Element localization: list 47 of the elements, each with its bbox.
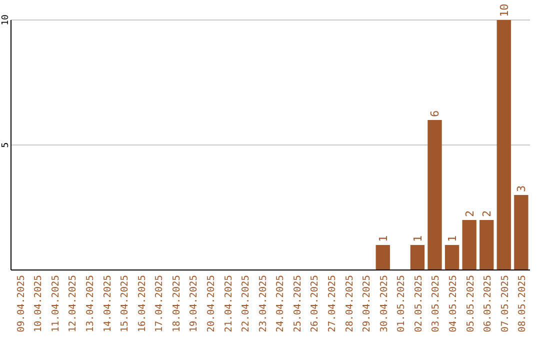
x-tick-label: 10.04.2025 [33,275,44,332]
x-tick-label: 20.04.2025 [206,275,217,332]
bar [428,120,442,270]
x-tick-label: 12.04.2025 [68,275,79,332]
data-label: 1 [411,235,424,242]
data-label: 2 [463,210,476,217]
x-tick-label: 13.04.2025 [84,275,96,332]
x-tick-label: 14.04.2025 [102,275,114,332]
x-tick-label: 04.05.2025 [448,275,460,332]
x-tick-label: 22.04.2025 [240,275,252,332]
x-tick-label: 21.04.2025 [223,275,234,332]
x-tick-label: 23.04.2025 [258,275,269,332]
x-tick-label: 25.04.2025 [292,275,304,332]
data-label: 1 [376,235,390,242]
x-tick-label: 30.04.2025 [378,275,390,332]
data-label: 10 [498,4,511,17]
bar [444,245,460,270]
data-label: 6 [428,110,442,117]
bar [376,245,390,270]
x-tick-label: 15.04.2025 [120,275,131,332]
x-tick-label: 01.05.2025 [396,275,408,332]
x-tick-label: 26.04.2025 [310,275,321,332]
bar [462,220,476,270]
data-label: 2 [480,210,494,217]
x-tick-label: 07.05.2025 [500,275,511,332]
x-tick-label: 24.04.2025 [275,275,286,332]
x-tick-label: 19.04.2025 [188,275,200,332]
x-tick-label: 06.05.2025 [482,275,494,332]
data-label: 1 [446,235,460,242]
x-tick-label: 11.04.2025 [50,275,62,332]
x-tick-label: 05.05.2025 [465,275,476,332]
x-tick-label: 03.05.2025 [430,275,442,332]
data-label: 3 [515,185,528,192]
x-tick-label: 27.04.2025 [327,275,338,332]
x-tick-label: 29.04.2025 [362,275,373,332]
bar [410,245,425,270]
bar [480,220,494,270]
x-tick-label: 02.05.2025 [413,275,424,332]
x-tick-label: 18.04.2025 [171,275,182,332]
x-tick-label: 16.04.2025 [136,275,148,332]
x-tick-label: 28.04.2025 [344,275,356,332]
x-tick-label: 09.04.2025 [16,275,27,332]
bar [496,20,511,270]
x-tick-label: 17.04.2025 [154,275,166,332]
x-tick-label: 08.05.2025 [517,275,528,332]
bar [514,195,528,270]
y-tick-label: 5 [1,142,11,148]
